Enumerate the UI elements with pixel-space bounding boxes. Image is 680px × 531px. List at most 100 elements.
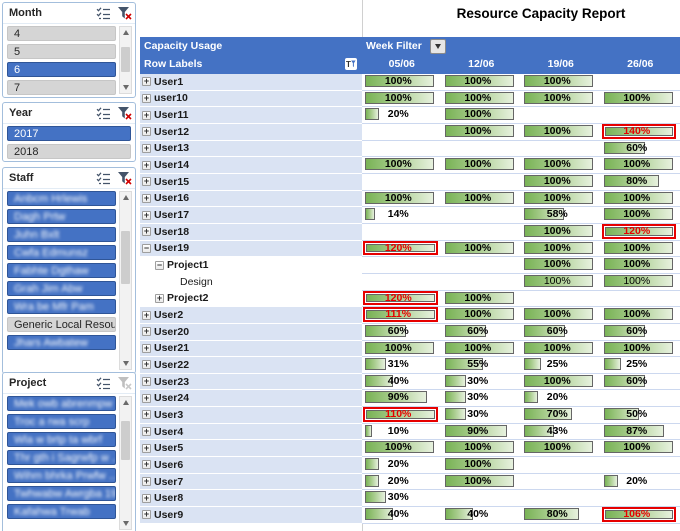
expand-toggle-icon[interactable]: +	[142, 142, 151, 153]
slicer-item-jhars-awbatew[interactable]: Jhars Awbatew	[7, 335, 116, 350]
capacity-data-bar	[444, 508, 473, 521]
expand-toggle-icon[interactable]: +	[142, 359, 151, 370]
scroll-thumb[interactable]	[121, 420, 130, 461]
expand-toggle-icon[interactable]: +	[142, 476, 151, 487]
expand-toggle-icon[interactable]: +	[142, 342, 151, 353]
sheet-gridline	[362, 0, 363, 37]
slicer-item-5[interactable]: 5	[7, 44, 116, 59]
slicer-item-generic-local-resou[interactable]: Generic Local Resou...	[7, 317, 116, 332]
expand-toggle-icon[interactable]: +	[142, 159, 151, 170]
expand-toggle-icon[interactable]: +	[142, 409, 151, 420]
expand-toggle-icon[interactable]: +	[142, 442, 151, 453]
slicer-item-thr-gth-i-sagrwfp-w[interactable]: Thr gth i Sagrwfp w ...	[7, 450, 116, 465]
slicer-item-2018[interactable]: 2018	[7, 144, 131, 159]
expand-toggle-icon[interactable]: +	[142, 426, 151, 437]
capacity-cell-user7-19-06	[521, 473, 601, 491]
scroll-down-arrow[interactable]	[120, 518, 131, 529]
capacity-cell-user5-26-06: 100%	[600, 440, 680, 458]
multiselect-icon[interactable]	[96, 6, 111, 20]
table-row-user5: + User5 100% 100% 100% 100%	[140, 440, 680, 458]
capacity-cell-user9-05-06: 40%	[362, 507, 442, 524]
capacity-data-bar	[365, 474, 379, 487]
slicer-item-wla-w-brtp-ta-wbrf[interactable]: Wla w brtp ta wbrf	[7, 432, 116, 447]
multiselect-icon[interactable]	[96, 171, 111, 185]
slicer-item-anbcm-hrlewis[interactable]: Anbcm Hrlewis	[7, 191, 116, 206]
collapse-toggle-icon[interactable]: −	[142, 242, 151, 253]
row-label-text: Project2	[167, 292, 209, 305]
clear-filter-icon[interactable]	[117, 171, 132, 185]
capacity-cell-user4-19-06: 43%	[521, 423, 601, 441]
slicer-item-cwfa-edmunsz[interactable]: Cwfa Edmunsz	[7, 245, 116, 260]
capacity-cell-user20-19-06: 60%	[521, 323, 601, 341]
multiselect-icon[interactable]	[96, 106, 111, 120]
slicer-item-dagh-prtw[interactable]: Dagh Prtw	[7, 209, 116, 224]
scroll-up-arrow[interactable]	[120, 27, 131, 38]
clear-filter-icon[interactable]	[117, 106, 132, 120]
row-label-user14: + User14	[140, 157, 362, 174]
slicer-item-2017[interactable]: 2017	[7, 126, 131, 141]
slicer-item-4[interactable]: 4	[7, 26, 116, 41]
multiselect-icon[interactable]	[96, 376, 111, 390]
scroll-thumb[interactable]	[121, 46, 130, 72]
column-header-05-06: 05/06	[388, 58, 415, 70]
slicer-item-7[interactable]: 7	[7, 80, 116, 95]
expand-toggle-icon[interactable]: +	[142, 492, 151, 503]
slicer-item-list: 4 5 6 7	[7, 26, 116, 95]
capacity-data-bar	[365, 324, 406, 337]
column-header-26-06: 26/06	[627, 58, 654, 70]
capacity-cell-user8-26-06	[600, 490, 680, 508]
scroll-up-arrow[interactable]	[120, 192, 131, 203]
expand-toggle-icon[interactable]: +	[155, 292, 164, 303]
scroll-down-arrow[interactable]	[120, 358, 131, 369]
slicer-item-juhn-bxlt[interactable]: Juhn Bxlt	[7, 227, 116, 242]
slicer-scrollbar[interactable]	[119, 191, 132, 370]
scroll-thumb[interactable]	[121, 230, 130, 285]
expand-toggle-icon[interactable]: +	[142, 459, 151, 470]
capacity-cell-user10-05-06: 100%	[362, 90, 442, 108]
row-labels-filter-button[interactable]: T	[345, 58, 357, 70]
clear-filter-icon[interactable]	[117, 6, 132, 20]
expand-toggle-icon[interactable]: +	[142, 192, 151, 203]
table-row-design: Design 100% 100%	[140, 273, 680, 291]
scroll-down-arrow[interactable]	[120, 82, 131, 93]
slicer-item-kafahwa-trwab[interactable]: Kafahwa Trwab	[7, 504, 116, 519]
expand-toggle-icon[interactable]: +	[142, 509, 151, 520]
expand-toggle-icon[interactable]: +	[142, 76, 151, 87]
scroll-up-arrow[interactable]	[120, 397, 131, 408]
slicer-scrollbar[interactable]	[119, 26, 132, 94]
expand-toggle-icon[interactable]: +	[142, 126, 151, 137]
row-label-text: User12	[154, 125, 190, 138]
expand-toggle-icon[interactable]: +	[142, 176, 151, 187]
row-label-text: User7	[154, 475, 184, 488]
capacity-cell-user1-05-06: 100%	[362, 74, 442, 91]
capacity-value: 90%	[387, 391, 409, 404]
clear-filter-icon[interactable]	[117, 376, 132, 390]
capacity-cell-user18-05-06	[362, 223, 442, 241]
slicer-item-grah-jim-abw[interactable]: Grah Jim Abw	[7, 281, 116, 296]
staff-slicer: Staff Anbcm Hrlewis Dagh Prtw Juhn Bxlt Cwfa…	[2, 167, 136, 374]
expand-toggle-icon[interactable]: +	[142, 109, 151, 120]
slicer-item-twhwabw-awrgba-1994[interactable]: Twhwabw Awrgba 1994 ...	[7, 486, 116, 501]
capacity-cell-user9-19-06: 80%	[521, 507, 601, 524]
slicer-item-troc-a-rwa-scrp[interactable]: Troc a rwa scrp	[7, 414, 116, 429]
expand-toggle-icon[interactable]: +	[142, 209, 151, 220]
slicer-item-wihm-bhrka-prwfw[interactable]: Wihm bhrka Prwfw ...	[7, 468, 116, 483]
expand-toggle-icon[interactable]: +	[142, 226, 151, 237]
slicer-item-wra-be-mfr-pam[interactable]: Wra be Mfr Pam	[7, 299, 116, 314]
capacity-cell-user2-12-06: 100%	[441, 307, 521, 324]
slicer-item-6[interactable]: 6	[7, 62, 116, 77]
slicer-item-mek-owb-abrenmpw[interactable]: Mek owb abrenmpw	[7, 396, 116, 411]
capacity-value: 100%	[623, 258, 651, 271]
expand-toggle-icon[interactable]: +	[142, 326, 151, 337]
slicer-item-fabhte-dgthaw[interactable]: Fabhte Dgthaw	[7, 263, 116, 278]
slicer-item-list: Anbcm Hrlewis Dagh Prtw Juhn Bxlt Cwfa Edmu…	[7, 191, 116, 371]
capacity-data-bar	[444, 191, 514, 204]
week-filter-dropdown[interactable]	[429, 38, 446, 54]
slicer-scrollbar[interactable]	[119, 396, 132, 530]
expand-toggle-icon[interactable]: +	[142, 392, 151, 403]
expand-toggle-icon[interactable]: +	[142, 309, 151, 320]
expand-toggle-icon[interactable]: +	[142, 92, 151, 103]
capacity-value: 100%	[623, 208, 651, 221]
expand-toggle-icon[interactable]: +	[142, 376, 151, 387]
collapse-toggle-icon[interactable]: −	[155, 259, 164, 270]
